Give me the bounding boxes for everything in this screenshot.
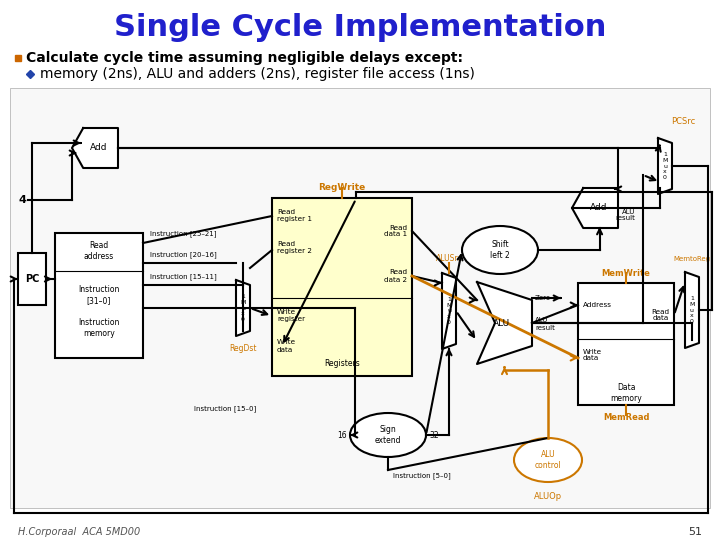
Text: MemRead: MemRead <box>603 413 649 422</box>
Text: Write
data: Write data <box>583 348 602 361</box>
Text: Instruction
[31–0]: Instruction [31–0] <box>78 285 120 305</box>
Text: RegWrite: RegWrite <box>318 184 366 192</box>
Text: H.Corporaal  ACA 5MD00: H.Corporaal ACA 5MD00 <box>18 527 140 537</box>
Text: Sign
extend: Sign extend <box>374 426 401 445</box>
Text: Read
data 2: Read data 2 <box>384 269 407 282</box>
Text: 1
M
u
x
0: 1 M u x 0 <box>662 152 667 180</box>
Text: MemWrite: MemWrite <box>602 268 650 278</box>
FancyBboxPatch shape <box>18 253 46 305</box>
Text: Read
register 1: Read register 1 <box>277 210 312 222</box>
Polygon shape <box>572 188 618 228</box>
Text: Instruction [25–21]: Instruction [25–21] <box>150 230 216 237</box>
Text: Write
register: Write register <box>277 309 305 322</box>
Text: 1
M
u
x
0: 1 M u x 0 <box>446 297 451 325</box>
Ellipse shape <box>350 413 426 457</box>
Text: Instruction [5–0]: Instruction [5–0] <box>393 472 451 479</box>
FancyBboxPatch shape <box>55 233 143 358</box>
Text: Zero: Zero <box>535 295 551 301</box>
Polygon shape <box>658 138 672 194</box>
Polygon shape <box>72 128 118 168</box>
Polygon shape <box>442 273 456 349</box>
Text: Single Cycle Implementation: Single Cycle Implementation <box>114 14 606 43</box>
Text: Instruction [15–0]: Instruction [15–0] <box>194 405 256 412</box>
Text: 16: 16 <box>338 430 347 440</box>
Polygon shape <box>236 280 250 336</box>
Text: ALU: ALU <box>493 319 510 327</box>
Polygon shape <box>477 282 532 364</box>
Text: 51: 51 <box>688 527 702 537</box>
Text: 1
M
u
x
0: 1 M u x 0 <box>240 294 246 322</box>
Text: PCSrc: PCSrc <box>671 117 695 126</box>
Text: ALUSrc: ALUSrc <box>436 254 462 263</box>
Text: 4: 4 <box>18 195 26 205</box>
Text: Calculate cycle time assuming negligible delays except:: Calculate cycle time assuming negligible… <box>26 51 463 65</box>
Text: MemtoReg: MemtoReg <box>673 256 711 262</box>
Text: memory (2ns), ALU and adders (2ns), register file access (1ns): memory (2ns), ALU and adders (2ns), regi… <box>40 67 475 81</box>
Text: PC: PC <box>24 274 39 284</box>
FancyBboxPatch shape <box>272 198 412 376</box>
Text: Instruction [15–11]: Instruction [15–11] <box>150 273 217 280</box>
Text: 32: 32 <box>429 430 438 440</box>
Text: ALUOp: ALUOp <box>534 492 562 501</box>
Polygon shape <box>685 272 699 348</box>
Text: Instruction [20–16]: Instruction [20–16] <box>150 251 217 258</box>
Text: Read
register 2: Read register 2 <box>277 241 312 254</box>
Text: ALU
result: ALU result <box>615 208 635 221</box>
Ellipse shape <box>462 226 538 274</box>
FancyBboxPatch shape <box>10 88 710 508</box>
Text: Add: Add <box>590 204 608 213</box>
Text: Read
data: Read data <box>651 308 669 321</box>
Text: ALU
result: ALU result <box>535 318 555 330</box>
Text: RegDst: RegDst <box>229 344 257 353</box>
Ellipse shape <box>514 438 582 482</box>
Text: Add: Add <box>90 144 107 152</box>
Text: Instruction
memory: Instruction memory <box>78 318 120 338</box>
Text: Shift
left 2: Shift left 2 <box>490 240 510 260</box>
Text: Registers: Registers <box>324 360 360 368</box>
Text: Write
data: Write data <box>277 340 296 353</box>
Text: Read
address: Read address <box>84 241 114 261</box>
Text: Address: Address <box>583 302 612 308</box>
Text: ALU
control: ALU control <box>535 450 562 470</box>
Text: Data
memory: Data memory <box>610 383 642 403</box>
Text: Read
data 1: Read data 1 <box>384 225 407 238</box>
Text: 1
M
u
x
0: 1 M u x 0 <box>689 296 695 324</box>
FancyBboxPatch shape <box>578 283 674 405</box>
